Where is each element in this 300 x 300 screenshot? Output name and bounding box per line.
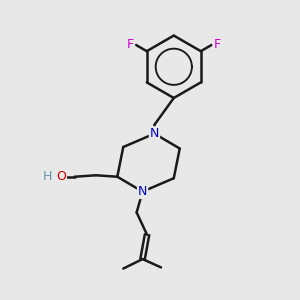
Text: O: O	[56, 170, 66, 183]
Text: N: N	[138, 185, 147, 198]
Text: F: F	[213, 38, 220, 51]
Text: H: H	[43, 170, 52, 183]
Text: N: N	[150, 127, 159, 140]
Text: F: F	[127, 38, 134, 51]
